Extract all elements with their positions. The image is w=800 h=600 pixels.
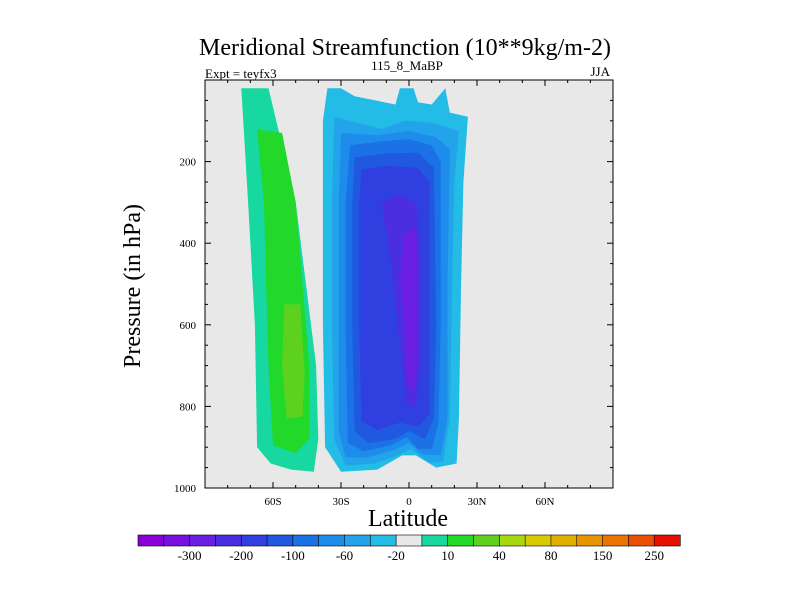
colorbar-label: 150: [593, 548, 613, 563]
colorbar-label: -300: [178, 548, 202, 563]
positive-cell-level-2: [282, 304, 305, 419]
colorbar-swatch: [473, 534, 500, 547]
colorbar-swatch: [240, 534, 268, 547]
colorbar-swatch: [344, 534, 371, 547]
negative-cell-level-7: [399, 226, 419, 395]
x-tick-label: 30S: [332, 496, 349, 508]
y-tick-label: 800: [180, 401, 197, 413]
colorbar-swatch: [524, 534, 552, 547]
subtitle-right: JJA: [590, 64, 610, 79]
x-tick-label: 0: [406, 496, 412, 508]
colorbar-swatch: [395, 534, 423, 547]
colorbar-swatch: [550, 534, 578, 547]
x-tick-label: 30N: [468, 496, 487, 508]
x-tick-label: 60N: [536, 496, 555, 508]
colorbar-label: 80: [545, 548, 558, 563]
colorbar-label: 10: [441, 548, 454, 563]
colorbar-label: 40: [493, 548, 506, 563]
axis-ticks: 60S 30S 0 30N 60N 200 400 600 800 1000: [174, 80, 613, 508]
colorbar-swatch: [653, 534, 681, 547]
colorbar-swatch: [189, 534, 217, 547]
colorbar-label: -20: [387, 548, 404, 563]
colorbar-swatch: [318, 534, 346, 547]
colorbar-swatch: [369, 534, 397, 547]
colorbar-swatch: [602, 534, 629, 547]
subtitle-left: Expt = teyfx3: [205, 66, 277, 81]
colorbar-swatch: [421, 534, 449, 547]
colorbar-swatch: [215, 534, 242, 547]
subtitle-center: 115_8_MaBP: [371, 58, 443, 73]
y-axis-label: Pressure (in hPa): [120, 204, 146, 368]
colorbar-label: -200: [229, 548, 253, 563]
x-tick-label: 60S: [264, 496, 281, 508]
x-axis-label: Latitude: [368, 506, 448, 532]
colorbar: -300 -200 -100 -60 -20 10 40 80 150 250: [137, 534, 681, 563]
colorbar-swatch: [266, 534, 294, 547]
colorbar-swatch: [576, 534, 604, 547]
colorbar-swatch: [292, 534, 320, 547]
colorbar-swatch: [628, 534, 655, 547]
y-tick-label: 200: [180, 157, 197, 169]
colorbar-swatch: [447, 534, 475, 547]
colorbar-label: 250: [644, 548, 664, 563]
contour-fills: [241, 88, 468, 472]
y-tick-label: 600: [180, 320, 197, 332]
colorbar-swatch: [137, 534, 165, 547]
colorbar-label: -60: [336, 548, 353, 563]
chart-title: Meridional Streamfunction (10**9kg/m-2): [199, 35, 611, 61]
y-tick-label: 1000: [174, 483, 197, 495]
colorbar-swatch: [499, 534, 526, 547]
colorbar-swatch: [163, 534, 191, 547]
y-tick-label: 400: [180, 238, 197, 250]
colorbar-label: -100: [281, 548, 305, 563]
